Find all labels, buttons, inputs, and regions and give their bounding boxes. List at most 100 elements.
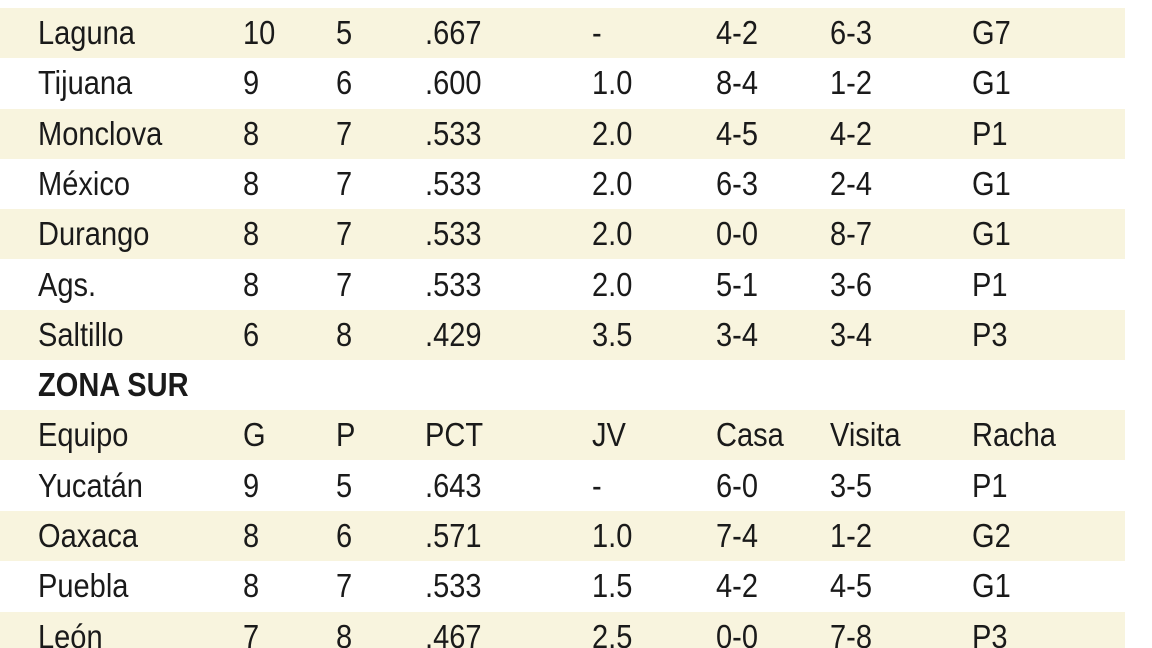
streak: G1	[972, 164, 1011, 202]
losses: 6	[336, 517, 353, 554]
wins: 6	[243, 315, 260, 353]
streak: G1	[972, 215, 1011, 253]
pct: .533	[425, 164, 482, 202]
pct: .600	[425, 64, 482, 102]
home: 5-1	[716, 265, 758, 303]
pct: .429	[425, 315, 482, 353]
pct: .571	[425, 517, 482, 554]
streak: P1	[972, 114, 1008, 152]
header-team: Equipo	[38, 416, 129, 454]
wins: 8	[243, 215, 260, 253]
team: Laguna	[38, 14, 135, 51]
team-row: Oaxaca 8 6 .571 1.0 7-4 1-2 G2	[0, 511, 1125, 561]
streak: G7	[972, 14, 1011, 51]
away: 4-5	[830, 567, 872, 605]
losses: 7	[336, 265, 353, 303]
streak: G1	[972, 64, 1011, 102]
team-row: Durango 8 7 .533 2.0 0-0 8-7 G1	[0, 209, 1125, 260]
streak: P1	[972, 265, 1008, 303]
zone-title: ZONA SUR	[38, 366, 189, 404]
games-behind: -	[592, 14, 602, 51]
away: 3-6	[830, 265, 872, 303]
wins: 8	[243, 517, 260, 554]
pct: .533	[425, 265, 482, 303]
games-behind: 2.5	[592, 617, 633, 648]
home: 4-2	[716, 14, 758, 51]
away: 3-5	[830, 466, 872, 504]
streak: G1	[972, 567, 1011, 605]
home: 4-5	[716, 114, 758, 152]
streak: P3	[972, 617, 1008, 648]
team-row: León 7 8 .467 2.5 0-0 7-8 P3	[0, 611, 1125, 648]
away: 4-2	[830, 114, 872, 152]
header-wins: G	[243, 416, 266, 454]
away: 8-7	[830, 215, 872, 253]
team-row: Tijuana 9 6 .600 1.0 8-4 1-2 G1	[0, 58, 1125, 108]
away: 3-4	[830, 315, 872, 353]
team: Tijuana	[38, 64, 133, 102]
away: 1-2	[830, 64, 872, 102]
team-row: Saltillo 6 8 .429 3.5 3-4 3-4 P3	[0, 309, 1125, 360]
header-home: Casa	[716, 416, 784, 454]
away: 6-3	[830, 14, 872, 51]
team: Ags.	[38, 265, 97, 303]
losses: 8	[336, 315, 353, 353]
header-losses: P	[336, 416, 356, 454]
home: 8-4	[716, 64, 758, 102]
losses: 7	[336, 164, 353, 202]
pct: .467	[425, 617, 482, 648]
home: 6-3	[716, 164, 758, 202]
team-row: Laguna 10 5 .667 - 4-2 6-3 G7	[0, 8, 1125, 58]
losses: 8	[336, 617, 353, 648]
team: México	[38, 164, 130, 202]
streak: G2	[972, 517, 1011, 554]
wins: 8	[243, 164, 260, 202]
losses: 7	[336, 215, 353, 253]
team: Oaxaca	[38, 517, 139, 554]
streak: P1	[972, 466, 1008, 504]
pct: .643	[425, 466, 482, 504]
team: Monclova	[38, 114, 163, 152]
header-games-behind: JV	[592, 416, 626, 454]
team: Yucatán	[38, 466, 143, 504]
team-row: Yucatán 9 5 .643 - 6-0 3-5 P1	[0, 461, 1125, 511]
header-away: Visita	[830, 416, 901, 454]
team-row: Puebla 8 7 .533 1.5 4-2 4-5 G1	[0, 561, 1125, 611]
wins: 9	[243, 466, 260, 504]
pct: .533	[425, 215, 482, 253]
team-row: Monclova 8 7 .533 2.0 4-5 4-2 P1	[0, 108, 1125, 159]
games-behind: 1.5	[592, 567, 633, 605]
streak: P3	[972, 315, 1008, 353]
zone-row: ZONA SUR	[0, 360, 1125, 410]
home: 0-0	[716, 215, 758, 253]
header-row: Equipo G P PCT JV Casa Visita Racha	[0, 410, 1125, 461]
losses: 5	[336, 466, 353, 504]
wins: 9	[243, 64, 260, 102]
header-streak: Racha	[972, 416, 1056, 454]
games-behind: 2.0	[592, 114, 633, 152]
wins: 7	[243, 617, 260, 648]
team: Puebla	[38, 567, 129, 605]
away: 1-2	[830, 517, 872, 554]
home: 0-0	[716, 617, 758, 648]
pct: .533	[425, 567, 482, 605]
games-behind: 2.0	[592, 265, 633, 303]
away: 7-8	[830, 617, 872, 648]
wins: 10	[243, 14, 276, 51]
games-behind: 1.0	[592, 64, 633, 102]
home: 7-4	[716, 517, 758, 554]
team-row: México 8 7 .533 2.0 6-3 2-4 G1	[0, 159, 1125, 209]
losses: 7	[336, 114, 353, 152]
games-behind: 1.0	[592, 517, 633, 554]
pct: .533	[425, 114, 482, 152]
pct: .667	[425, 14, 482, 51]
losses: 6	[336, 64, 353, 102]
team: Durango	[38, 215, 150, 253]
losses: 5	[336, 14, 353, 51]
header-pct: PCT	[425, 416, 484, 454]
team: León	[38, 617, 103, 648]
games-behind: 2.0	[592, 215, 633, 253]
wins: 8	[243, 567, 260, 605]
games-behind: 3.5	[592, 315, 633, 353]
